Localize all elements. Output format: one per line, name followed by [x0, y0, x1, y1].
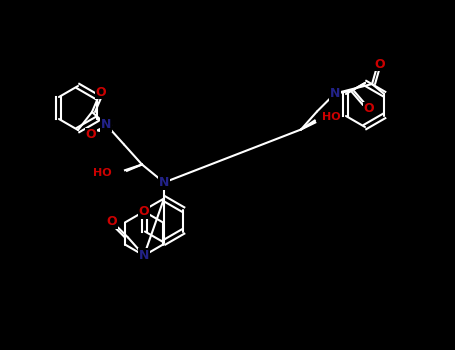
Text: HO: HO — [93, 168, 112, 177]
Text: HO: HO — [322, 112, 340, 122]
Text: N: N — [139, 249, 149, 262]
Text: N: N — [101, 118, 111, 131]
Text: O: O — [86, 128, 96, 141]
Text: O: O — [375, 57, 385, 70]
Text: O: O — [106, 215, 117, 228]
Text: N: N — [330, 87, 340, 100]
Text: O: O — [96, 85, 106, 98]
Text: N: N — [159, 176, 169, 189]
Text: O: O — [364, 103, 374, 116]
Text: O: O — [139, 205, 149, 218]
